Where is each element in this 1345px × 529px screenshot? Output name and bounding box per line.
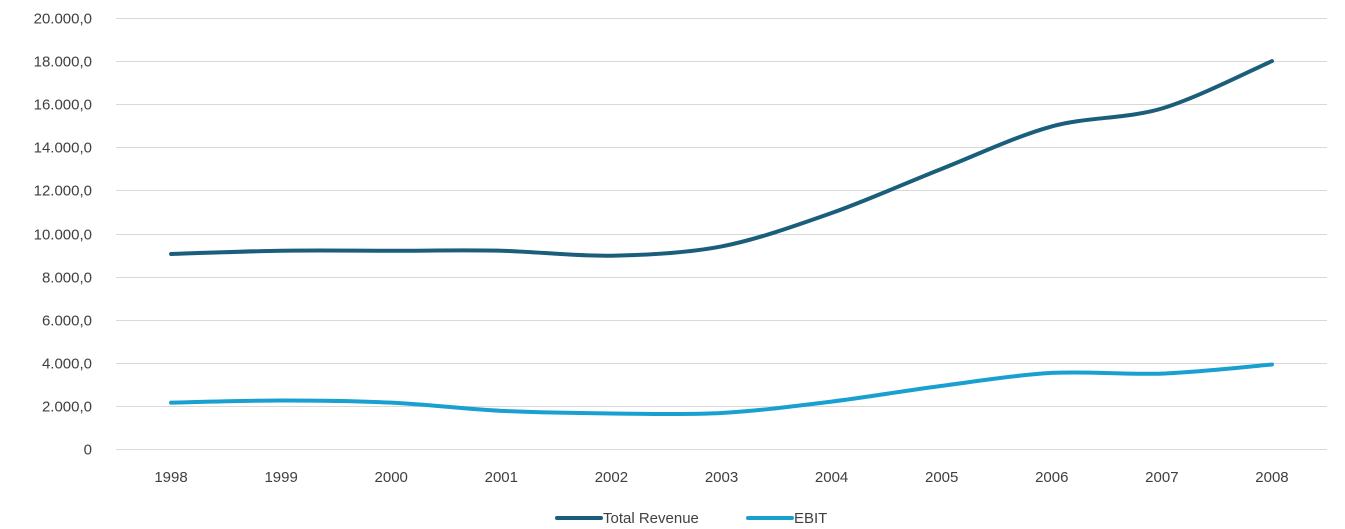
y-tick-label: 18.000,0 (34, 54, 92, 71)
y-tick-label: 2.000,0 (42, 399, 92, 416)
x-tick-label: 2007 (1145, 469, 1178, 486)
y-tick-label: 16.000,0 (34, 97, 92, 114)
x-tick-label: 2008 (1255, 469, 1288, 486)
y-tick-label: 10.000,0 (34, 227, 92, 244)
x-tick-label: 2001 (485, 469, 518, 486)
x-axis-tick-labels: 1998 1999 2000 2001 2002 2003 2004 2005 2006 2007… (154, 469, 1288, 486)
legend: Total Revenue EBIT (555, 510, 827, 527)
legend-label: Total Revenue (603, 510, 699, 527)
series-line-1 (169, 362, 1274, 417)
y-tick-label: 4.000,0 (42, 356, 92, 373)
series-lines (169, 59, 1274, 417)
y-tick-label: 14.000,0 (34, 140, 92, 157)
y-tick-label: 20.000,0 (34, 11, 92, 28)
y-axis-tick-labels: 0 2.000,0 4.000,0 6.000,0 8.000,0 10.000,0 12.… (34, 11, 92, 459)
y-tick-label: 6.000,0 (42, 313, 92, 330)
y-tick-label: 8.000,0 (42, 270, 92, 287)
gridlines (116, 18, 1327, 450)
y-tick-label: 12.000,0 (34, 183, 92, 200)
series-line-0 (169, 59, 1274, 258)
x-tick-label: 2005 (925, 469, 958, 486)
x-tick-label: 2002 (595, 469, 628, 486)
x-tick-label: 2004 (815, 469, 848, 486)
x-tick-label: 1999 (264, 469, 297, 486)
x-tick-label: 2003 (705, 469, 738, 486)
x-tick-label: 2000 (375, 469, 408, 486)
x-tick-label: 1998 (154, 469, 187, 486)
legend-label: EBIT (794, 510, 827, 527)
y-tick-label: 0 (84, 442, 92, 459)
x-tick-label: 2006 (1035, 469, 1068, 486)
